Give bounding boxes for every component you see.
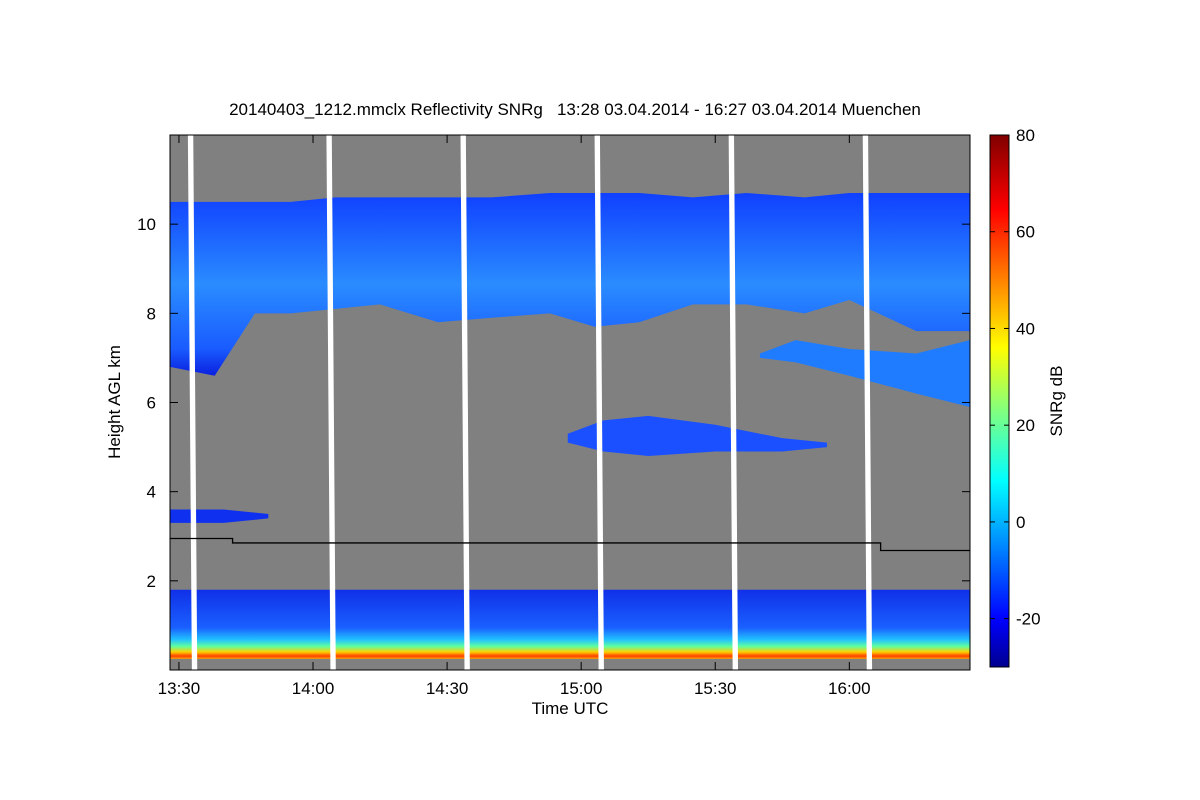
data-gap [460, 135, 470, 670]
y-axis-label: Height AGL km [105, 345, 124, 459]
colorbar-label: SNRg dB [1047, 366, 1066, 437]
x-tick-label: 15:00 [560, 679, 603, 698]
data-gap [862, 135, 873, 670]
colorbar-tick-label: 40 [1016, 319, 1035, 338]
chart-title: 20140403_1212.mmclx Reflectivity SNRg 13… [229, 100, 921, 119]
boundary-line [170, 537, 970, 552]
colorbar-tick-label: 60 [1016, 223, 1035, 242]
colorbar-tick-label: 0 [1016, 513, 1025, 532]
y-tick-label: 8 [147, 304, 156, 323]
plot-area [170, 135, 970, 670]
y-tick-label: 10 [137, 215, 156, 234]
data-gap [728, 135, 739, 670]
x-tick-label: 15:30 [694, 679, 737, 698]
x-tick-label: 13:30 [158, 679, 201, 698]
y-axis: 2 4 6 8 10 [137, 215, 970, 591]
x-axis: 13:30 14:00 14:30 15:00 15:30 16:00 [158, 135, 871, 698]
y-tick-label: 2 [147, 572, 156, 591]
y-tick-label: 6 [147, 394, 156, 413]
colorbar [989, 134, 1010, 668]
cloud-layer-boundary-layer [170, 589, 970, 659]
colorbar-tick-label: 80 [1016, 126, 1035, 145]
colorbar-tick-label: 20 [1016, 416, 1035, 435]
cloud-layer-mid-level [567, 415, 827, 456]
colorbar-tick-label: -20 [1016, 610, 1041, 629]
colorbar-axis: 80 60 40 20 0 -20 [990, 126, 1041, 629]
cloud-layer-cirrus [170, 192, 970, 376]
data-gap [326, 135, 336, 670]
x-axis-label: Time UTC [532, 699, 609, 718]
x-tick-label: 14:30 [426, 679, 469, 698]
y-tick-label: 4 [147, 483, 156, 502]
x-tick-label: 14:00 [292, 679, 335, 698]
data-gap [187, 135, 198, 670]
data-gap [594, 135, 604, 670]
x-tick-label: 16:00 [828, 679, 871, 698]
